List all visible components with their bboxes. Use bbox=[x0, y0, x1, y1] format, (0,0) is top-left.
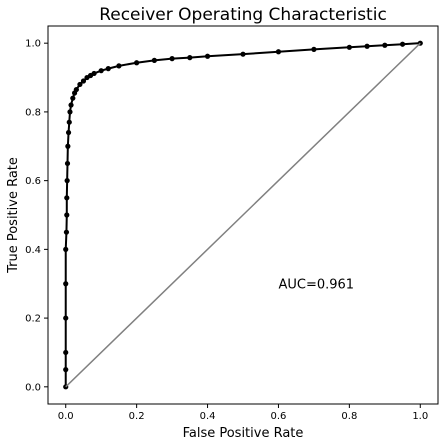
roc-curve-point bbox=[98, 68, 104, 74]
y-axis-ticks: 0.0 0.2 0.4 0.6 0.8 1.0 bbox=[25, 39, 48, 393]
roc-curve-point bbox=[116, 63, 122, 69]
roc-curve-point bbox=[77, 81, 83, 88]
roc-curve-point bbox=[63, 281, 69, 287]
roc-curve-point bbox=[275, 49, 282, 55]
roc-curve-point bbox=[73, 86, 79, 93]
roc-curve-point bbox=[63, 229, 70, 235]
x-tick-label: 0.6 bbox=[271, 411, 287, 422]
y-tick-label: 0.6 bbox=[25, 176, 41, 187]
x-tick-label: 0.2 bbox=[129, 411, 145, 422]
roc-curve-point bbox=[151, 57, 157, 63]
auc-annotation: AUC=0.961 bbox=[278, 278, 354, 293]
roc-curve-point bbox=[64, 195, 70, 201]
x-tick-label: 0.4 bbox=[200, 411, 216, 422]
roc-curve-point bbox=[105, 66, 111, 72]
roc-curve-point bbox=[346, 44, 352, 50]
y-axis-label: True Positive Rate bbox=[6, 157, 21, 274]
roc-curve-point bbox=[70, 95, 76, 101]
roc-curve-point bbox=[169, 56, 175, 62]
y-tick-label: 0.4 bbox=[25, 245, 41, 256]
x-tick-label: 1.0 bbox=[412, 411, 428, 422]
roc-curve-point bbox=[399, 41, 406, 47]
plot-area bbox=[63, 40, 423, 390]
roc-curve-point bbox=[63, 315, 69, 321]
y-tick-label: 0.2 bbox=[25, 314, 41, 325]
x-axis-label: False Positive Rate bbox=[183, 426, 304, 441]
roc-curve-point bbox=[64, 178, 70, 184]
diagonal-reference-line bbox=[65, 42, 421, 388]
chart-title: Receiver Operating Characteristic bbox=[99, 5, 387, 25]
roc-curve-point bbox=[240, 51, 246, 57]
roc-curve-point bbox=[91, 70, 97, 77]
roc-curve-point bbox=[311, 46, 317, 52]
x-tick-label: 0.0 bbox=[58, 411, 74, 422]
y-tick-label: 0.8 bbox=[25, 107, 41, 118]
y-tick-label: 0.0 bbox=[25, 382, 41, 393]
roc-curve-point bbox=[68, 102, 74, 108]
roc-curve-point bbox=[187, 55, 193, 61]
roc-curve-point bbox=[67, 109, 73, 115]
roc-curve-point bbox=[64, 160, 71, 167]
roc-curve-point bbox=[382, 42, 388, 48]
roc-curve-point bbox=[134, 60, 140, 66]
roc-curve-point bbox=[64, 212, 70, 218]
roc-curve-point bbox=[204, 53, 211, 59]
y-tick-label: 1.0 bbox=[25, 39, 41, 50]
roc-curve-point bbox=[65, 143, 71, 149]
x-axis-ticks: 0.0 0.2 0.4 0.6 0.8 1.0 bbox=[58, 404, 428, 422]
roc-curve-point bbox=[63, 367, 69, 373]
roc-curve-point bbox=[65, 129, 72, 136]
roc-curve-point bbox=[80, 78, 87, 84]
roc-curve-point bbox=[66, 119, 72, 125]
roc-curve-point bbox=[63, 349, 69, 356]
x-tick-label: 0.8 bbox=[341, 411, 357, 422]
plot-frame bbox=[47, 25, 439, 405]
roc-curve-point bbox=[63, 246, 69, 252]
roc-curve-point bbox=[364, 43, 370, 49]
